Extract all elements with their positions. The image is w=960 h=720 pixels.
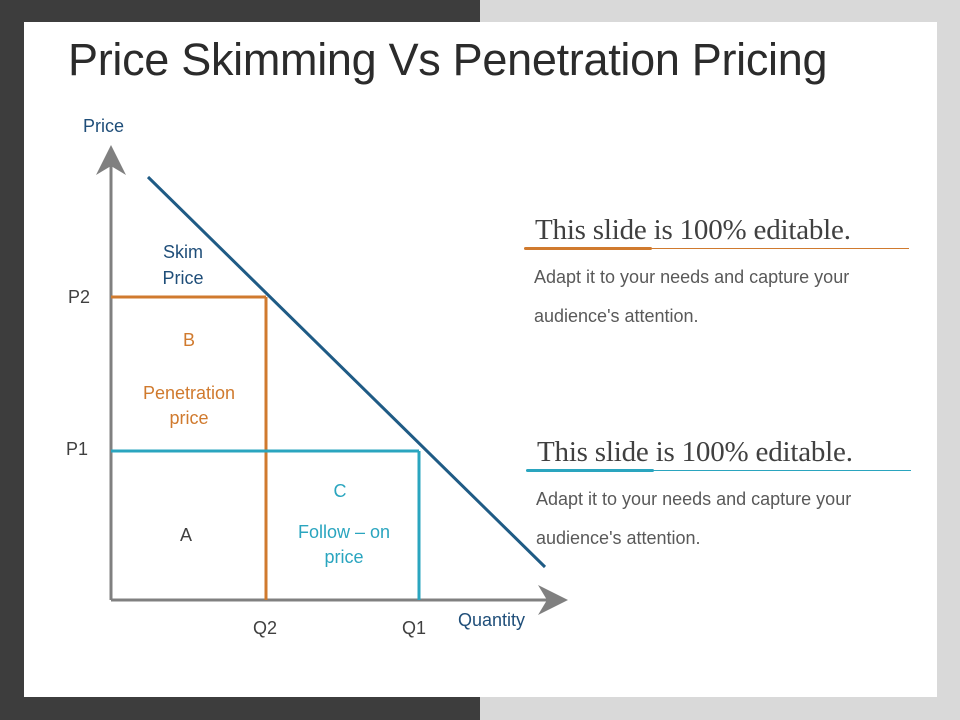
note-1-body-line1: Adapt it to your needs and capture your (534, 267, 850, 287)
note-1: This slide is 100% editable. Adapt it to… (524, 213, 909, 336)
note-1-underline-thin (524, 248, 909, 249)
penetration-price-label-line2: price (169, 408, 208, 428)
note-2-body: Adapt it to your needs and capture your … (526, 480, 911, 558)
slide-title: Price Skimming Vs Penetration Pricing (68, 34, 828, 85)
x-axis-label: Quantity (458, 610, 525, 630)
follow-on-price-label-line1: Follow – on (298, 522, 390, 542)
penetration-price-label-line1: Penetration (143, 383, 235, 403)
note-2-underline-accent (526, 469, 654, 472)
note-1-body: Adapt it to your needs and capture your … (524, 258, 909, 336)
note-2-body-line2: audience's attention. (536, 528, 701, 548)
demand-line (146, 175, 547, 569)
skim-price-label-line2: Price (162, 268, 203, 288)
region-a-letter: A (180, 525, 192, 545)
p1-label: P1 (66, 439, 88, 459)
y-axis-label: Price (83, 116, 124, 136)
region-b-letter: B (183, 330, 195, 350)
p2-label: P2 (68, 287, 90, 307)
follow-on-price-label-line2: price (324, 547, 363, 567)
region-c-letter: C (334, 481, 347, 501)
note-2-heading: This slide is 100% editable. (537, 436, 853, 468)
note-2-underline (526, 469, 911, 472)
slide-canvas (24, 22, 937, 697)
note-2: This slide is 100% editable. Adapt it to… (526, 435, 911, 558)
q2-label: Q2 (253, 618, 277, 638)
note-1-heading: This slide is 100% editable. (535, 214, 851, 246)
note-1-underline-accent (524, 247, 652, 250)
note-1-underline (524, 247, 909, 250)
note-2-underline-thin (526, 470, 911, 471)
note-2-body-line1: Adapt it to your needs and capture your (536, 489, 852, 509)
note-1-body-line2: audience's attention. (534, 306, 699, 326)
skim-price-label-line1: Skim (163, 242, 203, 262)
q1-label: Q1 (402, 618, 426, 638)
